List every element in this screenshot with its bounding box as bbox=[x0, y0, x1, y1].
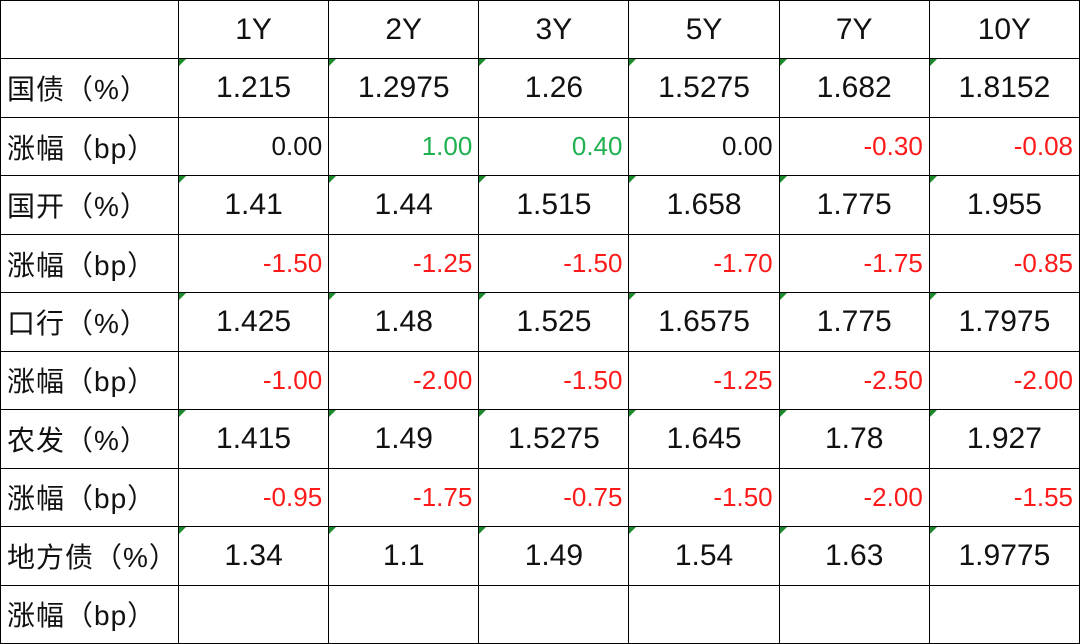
empty-cell bbox=[928, 584, 1080, 644]
row-label: 国债（%） bbox=[0, 58, 179, 118]
corner-cell bbox=[0, 0, 179, 60]
row-label: 农发（%） bbox=[0, 409, 179, 469]
yield-cell: 1.5275 bbox=[628, 58, 780, 118]
empty-cell bbox=[478, 584, 630, 644]
yield-cell: 1.775 bbox=[778, 175, 930, 235]
change-cell: -1.25 bbox=[628, 350, 780, 411]
row-label: 涨幅（bp） bbox=[0, 584, 179, 644]
column-header: 5Y bbox=[628, 0, 780, 60]
yield-cell: 1.34 bbox=[177, 526, 330, 586]
data-row: 农发（%） 1.415 1.49 1.5275 1.645 1.78 1.927 bbox=[0, 409, 1080, 469]
header-row: 1Y 2Y 3Y 5Y 7Y 10Y bbox=[0, 0, 1080, 60]
empty-cell bbox=[628, 584, 780, 644]
yield-cell: 1.9775 bbox=[928, 526, 1080, 586]
yield-cell: 1.49 bbox=[328, 409, 480, 469]
change-cell: -1.50 bbox=[478, 350, 630, 411]
change-cell: -0.08 bbox=[928, 116, 1080, 177]
row-label: 涨幅（bp） bbox=[0, 233, 179, 294]
yield-cell: 1.6575 bbox=[628, 292, 780, 352]
data-row: 口行（%） 1.425 1.48 1.525 1.6575 1.775 1.7975 bbox=[0, 292, 1080, 352]
yield-cell: 1.44 bbox=[328, 175, 480, 235]
change-cell: -0.95 bbox=[177, 467, 330, 528]
data-row: 涨幅（bp） 0.00 1.00 0.40 0.00 -0.30 -0.08 bbox=[0, 116, 1080, 177]
change-cell: -1.25 bbox=[328, 233, 480, 294]
yield-cell: 1.658 bbox=[628, 175, 780, 235]
yield-cell: 1.775 bbox=[778, 292, 930, 352]
change-cell: -1.50 bbox=[478, 233, 630, 294]
column-header: 7Y bbox=[778, 0, 930, 60]
change-cell: -2.00 bbox=[778, 467, 930, 528]
yield-cell: 1.8152 bbox=[928, 58, 1080, 118]
yield-cell: 1.515 bbox=[478, 175, 630, 235]
row-label: 涨幅（bp） bbox=[0, 467, 179, 528]
empty-cell bbox=[177, 584, 330, 644]
yield-cell: 1.927 bbox=[928, 409, 1080, 469]
yield-cell: 1.5275 bbox=[478, 409, 630, 469]
yield-cell: 1.415 bbox=[177, 409, 330, 469]
change-cell: -2.00 bbox=[328, 350, 480, 411]
column-header: 1Y bbox=[177, 0, 330, 60]
yield-cell: 1.78 bbox=[778, 409, 930, 469]
yield-cell: 1.49 bbox=[478, 526, 630, 586]
change-cell: -1.50 bbox=[177, 233, 330, 294]
column-header: 10Y bbox=[928, 0, 1080, 60]
change-cell: -0.85 bbox=[928, 233, 1080, 294]
yield-cell: 1.955 bbox=[928, 175, 1080, 235]
column-header: 3Y bbox=[478, 0, 630, 60]
yield-cell: 1.215 bbox=[177, 58, 330, 118]
row-label: 涨幅（bp） bbox=[0, 350, 179, 411]
change-cell: -1.70 bbox=[628, 233, 780, 294]
column-header: 2Y bbox=[328, 0, 480, 60]
yield-cell: 1.48 bbox=[328, 292, 480, 352]
data-row: 涨幅（bp） -1.00 -2.00 -1.50 -1.25 -2.50 -2.00 bbox=[0, 350, 1080, 411]
row-label: 地方债（%） bbox=[0, 526, 179, 586]
change-cell: -1.75 bbox=[328, 467, 480, 528]
row-label: 国开（%） bbox=[0, 175, 179, 235]
change-cell: 0.00 bbox=[628, 116, 780, 177]
data-row: 涨幅（bp） -0.95 -1.75 -0.75 -1.50 -2.00 -1.55 bbox=[0, 467, 1080, 528]
yield-cell: 1.26 bbox=[478, 58, 630, 118]
change-cell: -0.30 bbox=[778, 116, 930, 177]
change-cell: -0.75 bbox=[478, 467, 630, 528]
change-cell: 0.00 bbox=[177, 116, 330, 177]
data-row: 地方债（%） 1.34 1.1 1.49 1.54 1.63 1.9775 bbox=[0, 526, 1080, 586]
yield-cell: 1.7975 bbox=[928, 292, 1080, 352]
yield-cell: 1.645 bbox=[628, 409, 780, 469]
yield-cell: 1.425 bbox=[177, 292, 330, 352]
yield-cell: 1.63 bbox=[778, 526, 930, 586]
yield-cell: 1.41 bbox=[177, 175, 330, 235]
data-row: 国债（%） 1.215 1.2975 1.26 1.5275 1.682 1.8152 bbox=[0, 58, 1080, 118]
change-cell: 0.40 bbox=[478, 116, 630, 177]
empty-cell bbox=[328, 584, 480, 644]
row-label: 口行（%） bbox=[0, 292, 179, 352]
yield-cell: 1.525 bbox=[478, 292, 630, 352]
empty-cell bbox=[778, 584, 930, 644]
data-row: 涨幅（bp） -1.50 -1.25 -1.50 -1.70 -1.75 -0.85 bbox=[0, 233, 1080, 294]
yield-cell: 1.682 bbox=[778, 58, 930, 118]
change-cell: -1.50 bbox=[628, 467, 780, 528]
yield-cell: 1.54 bbox=[628, 526, 780, 586]
yield-cell: 1.2975 bbox=[328, 58, 480, 118]
change-cell: -2.50 bbox=[778, 350, 930, 411]
change-cell: -2.00 bbox=[928, 350, 1080, 411]
change-cell: -1.00 bbox=[177, 350, 330, 411]
data-row: 涨幅（bp） bbox=[0, 584, 1080, 644]
change-cell: -1.75 bbox=[778, 233, 930, 294]
yield-cell: 1.1 bbox=[328, 526, 480, 586]
data-row: 国开（%） 1.41 1.44 1.515 1.658 1.775 1.955 bbox=[0, 175, 1080, 235]
change-cell: 1.00 bbox=[328, 116, 480, 177]
row-label: 涨幅（bp） bbox=[0, 116, 179, 177]
change-cell: -1.55 bbox=[928, 467, 1080, 528]
